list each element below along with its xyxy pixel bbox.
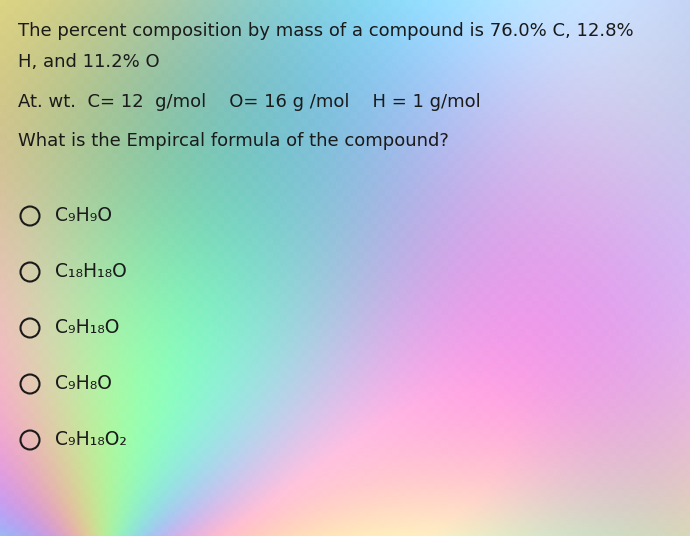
Text: C₉H₁₈O: C₉H₁₈O xyxy=(55,318,119,337)
Text: What is the Empircal formula of the compound?: What is the Empircal formula of the comp… xyxy=(18,132,449,150)
Text: C₉H₈O: C₉H₈O xyxy=(55,374,112,393)
Text: At. wt.  C= 12  g/mol    O= 16 g /mol    H = 1 g/mol: At. wt. C= 12 g/mol O= 16 g /mol H = 1 g… xyxy=(18,93,481,111)
Text: H, and 11.2% O: H, and 11.2% O xyxy=(18,53,159,71)
Text: The percent composition by mass of a compound is 76.0% C, 12.8%: The percent composition by mass of a com… xyxy=(18,22,633,40)
Text: C₉H₉O: C₉H₉O xyxy=(55,206,112,225)
Text: C₁₈H₁₈O: C₁₈H₁₈O xyxy=(55,262,127,281)
Text: C₉H₁₈O₂: C₉H₁₈O₂ xyxy=(55,430,127,449)
